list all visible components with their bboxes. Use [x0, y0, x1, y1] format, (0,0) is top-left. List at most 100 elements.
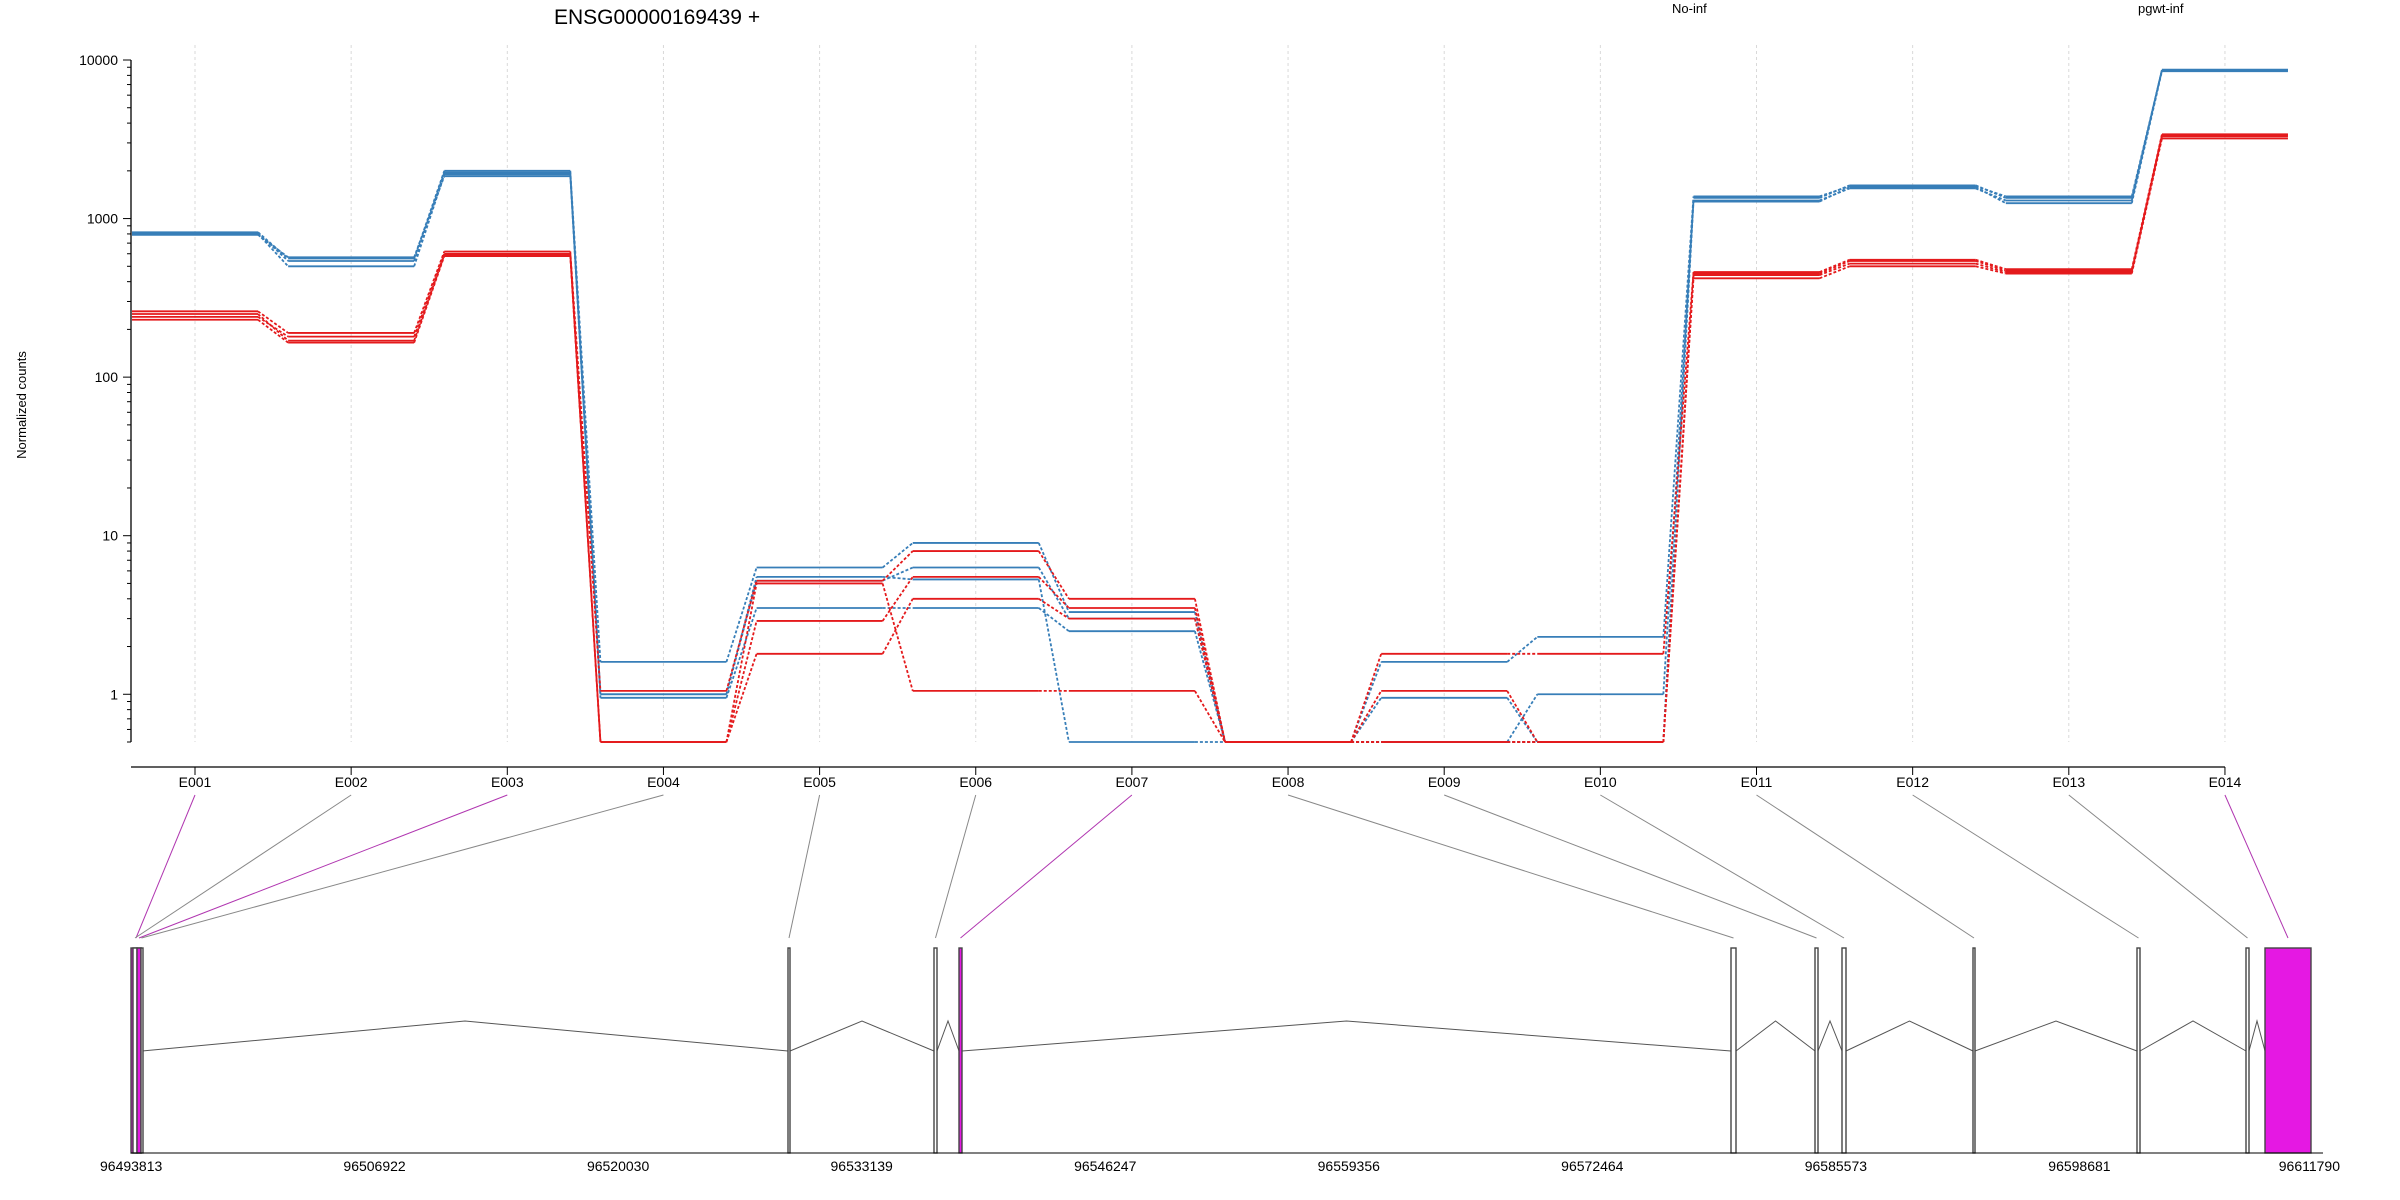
y-tick-label: 1: [110, 686, 118, 702]
coordinate-label: 96598681: [2048, 1158, 2111, 1174]
x-tick-label: E013: [2052, 774, 2085, 790]
data-connector: [257, 310, 289, 334]
data-connector: [1194, 607, 1226, 743]
exon-connector: [1444, 794, 1817, 939]
data-connector: [1350, 661, 1383, 743]
data-connector: [1819, 265, 1850, 280]
data-connector: [725, 583, 758, 743]
data-connector: [257, 319, 289, 344]
intron-line: [789, 1020, 935, 1052]
data-connector: [881, 583, 914, 692]
data-connector: [1038, 607, 1070, 632]
data-connector: [1037, 550, 1070, 600]
data-connector: [257, 313, 289, 342]
data-connector: [725, 620, 758, 743]
data-connector: [2130, 138, 2163, 274]
exon-connector: [788, 794, 821, 939]
x-tick-label: E014: [2209, 774, 2242, 790]
x-tick-label: E004: [647, 774, 680, 790]
chart-title: ENSG00000169439 +: [554, 6, 760, 29]
data-connector: [1975, 260, 2007, 272]
exon-box: [787, 947, 791, 1154]
y-tick-label: 10000: [79, 52, 118, 68]
coordinate-label: 96520030: [587, 1158, 650, 1174]
series-layer: [132, 68, 2288, 743]
data-connector: [725, 607, 758, 699]
exon-connector: [135, 794, 196, 939]
exon-connector: [141, 794, 664, 939]
coordinate-label: 96611790: [2279, 1158, 2340, 1174]
data-connector: [2130, 135, 2163, 273]
data-connector: [1506, 697, 1539, 743]
data-connector: [1662, 271, 1695, 654]
exon-box: [1972, 947, 1976, 1154]
axis-layer: 1 10 100 1000 10000 E001 E002 E003 E004 E005 E006 E…: [79, 52, 2241, 790]
data-connector: [881, 598, 914, 655]
x-tick-label: E005: [803, 774, 836, 790]
data-connector: [1975, 186, 2007, 204]
data-connector: [1194, 618, 1226, 743]
data-connector: [1037, 579, 1070, 743]
data-connector: [1662, 275, 1695, 743]
data-connector: [569, 256, 602, 743]
legend-label-pgwt-inf: pgwt-inf: [2138, 1, 2184, 16]
data-connector: [413, 172, 446, 262]
coordinate-label: 96572464: [1561, 1158, 1624, 1174]
x-tick-label: E003: [491, 774, 524, 790]
x-tick-label: E009: [1428, 774, 1461, 790]
x-tick-label: E011: [1741, 774, 1773, 790]
gene-model: 96493813 96506922 96520030 96533139 96546247…: [100, 947, 2340, 1174]
coordinate-label: 96506922: [343, 1158, 406, 1174]
data-connector: [1819, 258, 1850, 273]
data-connector: [2130, 69, 2163, 199]
exon-connector: [1287, 794, 1734, 939]
data-connector: [1975, 184, 2007, 199]
y-tick-label: 100: [95, 369, 119, 385]
data-connector: [1819, 262, 1850, 276]
x-tick-label: E008: [1272, 774, 1305, 790]
intron-line: [1817, 1019, 1843, 1052]
exon-box: [2245, 947, 2250, 1154]
intron-line: [141, 1020, 789, 1052]
coordinate-label: 96585573: [1805, 1158, 1868, 1174]
data-connector: [1662, 200, 1695, 695]
exon-connector: [960, 794, 1133, 939]
x-tick-label: E001: [179, 774, 212, 790]
data-connector: [1975, 262, 2007, 273]
intron-line: [1974, 1020, 2138, 1052]
exon-connector: [1912, 794, 2139, 939]
data-connector: [1975, 258, 2007, 270]
exon-box: [140, 947, 144, 1154]
legend-label-no-inf: No-inf: [1672, 1, 1707, 16]
data-connector: [1506, 693, 1539, 743]
data-connector: [1819, 260, 1850, 275]
data-connector: [257, 232, 289, 262]
intron-line: [2139, 1020, 2247, 1052]
data-connector: [1038, 598, 1070, 620]
exon-box: [933, 947, 938, 1154]
coordinate-label: 96559356: [1318, 1158, 1381, 1174]
intron-line: [1735, 1020, 1816, 1052]
data-connector: [725, 580, 758, 692]
intron-line: [2248, 1019, 2266, 1052]
exon-box: [958, 947, 963, 1154]
coordinate-label: 96533139: [831, 1158, 894, 1174]
data-connector: [1975, 265, 2007, 275]
x-tick-label: E012: [1896, 774, 1929, 790]
data-connector: [725, 567, 758, 663]
data-connector: [1037, 542, 1070, 613]
x-tick-label: E006: [959, 774, 992, 790]
x-tick-label: E007: [1116, 774, 1149, 790]
exon-connector: [1756, 794, 1975, 939]
data-connector: [413, 255, 446, 343]
exon-box: [2136, 947, 2141, 1154]
data-connector: [1350, 697, 1382, 743]
y-tick-label: 1000: [87, 211, 118, 227]
data-connector: [725, 653, 758, 743]
data-connector: [257, 316, 289, 338]
exon-connector: [1600, 794, 1845, 939]
exon-box: [2264, 947, 2312, 1154]
exon-connector: [138, 794, 508, 939]
coordinate-label: 96493813: [100, 1158, 163, 1174]
